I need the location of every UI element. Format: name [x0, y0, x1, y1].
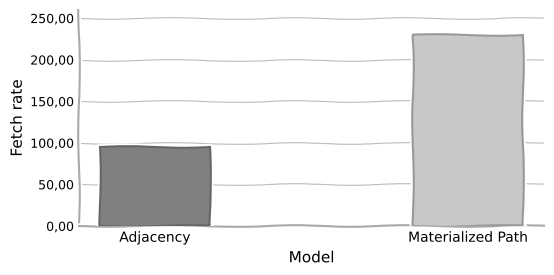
Bar	[100, 147, 210, 226]
Bar	[413, 35, 523, 226]
Y-axis label: Fetch rate: Fetch rate	[10, 79, 25, 156]
X-axis label: Model: Model	[289, 250, 335, 265]
